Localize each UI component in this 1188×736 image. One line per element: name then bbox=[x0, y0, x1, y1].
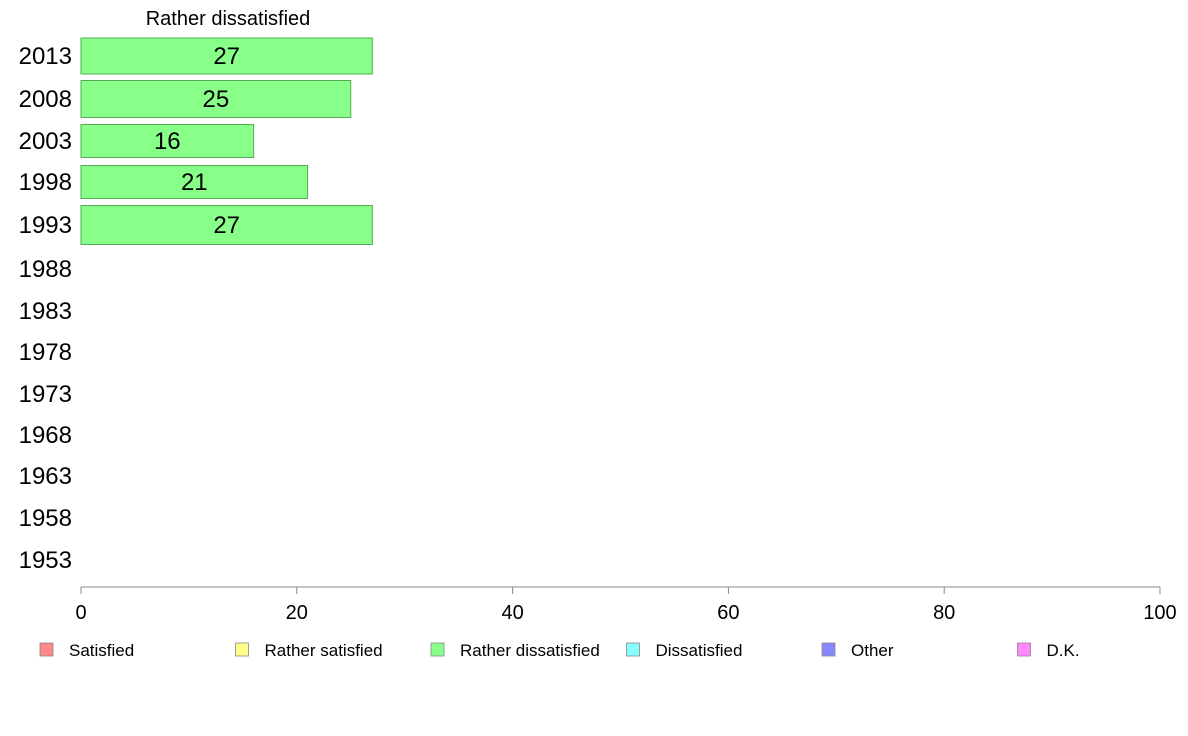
legend-swatch bbox=[430, 642, 445, 657]
y-tick-label: 1983 bbox=[19, 298, 72, 325]
legend-swatch bbox=[39, 642, 54, 657]
bar bbox=[80, 80, 352, 118]
y-axis-labels: 2013 2008 2003 1998 1993 1988 1983 1978 1973 1968… bbox=[19, 43, 72, 574]
bar-value-label: 16 bbox=[154, 128, 181, 155]
legend-label: D.K. bbox=[1047, 641, 1080, 660]
x-tick-label: 60 bbox=[717, 602, 739, 624]
y-tick-label: 1963 bbox=[19, 463, 72, 490]
legend-swatch bbox=[1017, 642, 1031, 657]
y-tick-label: 2003 bbox=[19, 128, 72, 155]
x-tick-label: 20 bbox=[286, 602, 308, 624]
bar bbox=[80, 124, 255, 158]
bar-value-label: 21 bbox=[181, 169, 208, 196]
bar bbox=[80, 205, 373, 245]
legend-label: Other bbox=[851, 641, 894, 660]
bar-value-label: 25 bbox=[203, 86, 230, 113]
x-tick-label: 80 bbox=[933, 602, 955, 624]
bar-value-label: 27 bbox=[213, 212, 240, 239]
bar-value-label: 27 bbox=[213, 43, 240, 70]
legend-swatch bbox=[626, 642, 640, 657]
legend: Satisfied Rather satisfied Rather dissatis… bbox=[39, 641, 1080, 660]
y-tick-label: 1968 bbox=[19, 422, 72, 449]
y-tick-label: 1988 bbox=[19, 256, 72, 283]
legend-label: Satisfied bbox=[69, 641, 134, 660]
y-tick-label: 1958 bbox=[19, 505, 72, 532]
legend-label: Rather dissatisfied bbox=[460, 641, 600, 660]
legend-label: Rather satisfied bbox=[265, 641, 383, 660]
legend-swatch bbox=[821, 642, 836, 657]
y-tick-label: 1978 bbox=[19, 339, 72, 366]
x-tick-label: 40 bbox=[501, 602, 523, 624]
y-tick-label: 2008 bbox=[19, 86, 72, 113]
bar bbox=[80, 165, 309, 199]
x-tick-label: 100 bbox=[1143, 602, 1176, 624]
legend-swatch bbox=[235, 642, 249, 657]
series-title: Rather dissatisfied bbox=[146, 8, 311, 30]
legend-label: Dissatisfied bbox=[656, 641, 743, 660]
x-tick-label: 0 bbox=[75, 602, 86, 624]
y-tick-label: 1993 bbox=[19, 212, 72, 239]
y-tick-label: 1973 bbox=[19, 381, 72, 408]
bar bbox=[80, 37, 373, 75]
y-tick-label: 2013 bbox=[19, 43, 72, 70]
y-tick-label: 1953 bbox=[19, 547, 72, 574]
y-tick-label: 1998 bbox=[19, 169, 72, 196]
x-axis: 0 20 40 60 80 100 bbox=[75, 586, 1177, 624]
